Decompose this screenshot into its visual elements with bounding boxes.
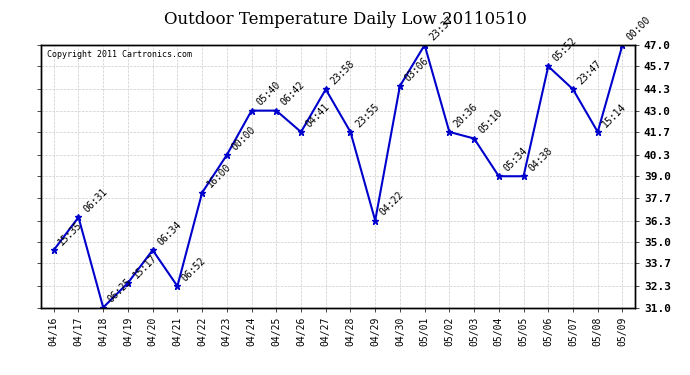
Text: 15:14: 15:14 [600,101,629,129]
Text: 20:36: 20:36 [452,101,480,129]
Text: 06:34: 06:34 [155,219,184,247]
Text: 06:31: 06:31 [81,187,109,214]
Text: Copyright 2011 Cartronics.com: Copyright 2011 Cartronics.com [48,50,193,59]
Text: 04:38: 04:38 [526,146,554,174]
Text: 23:37: 23:37 [427,14,455,42]
Text: 05:34: 05:34 [502,146,529,174]
Text: 05:40: 05:40 [255,80,282,108]
Text: 04:41: 04:41 [304,101,332,129]
Text: 03:06: 03:06 [403,56,431,83]
Text: Outdoor Temperature Daily Low 20110510: Outdoor Temperature Daily Low 20110510 [164,11,526,28]
Text: 15:35: 15:35 [57,219,84,247]
Text: 00:00: 00:00 [625,14,653,42]
Text: 00:00: 00:00 [230,124,257,152]
Text: 23:55: 23:55 [353,101,381,129]
Text: 06:42: 06:42 [279,80,307,108]
Text: 23:58: 23:58 [328,58,356,87]
Text: 04:22: 04:22 [378,190,406,218]
Text: 06:25: 06:25 [106,277,134,305]
Text: 05:52: 05:52 [551,36,579,63]
Text: 16:00: 16:00 [205,162,233,190]
Text: 23:47: 23:47 [575,58,604,87]
Text: 06:52: 06:52 [180,255,208,284]
Text: 15:17: 15:17 [130,252,159,280]
Text: 05:10: 05:10 [477,108,504,136]
